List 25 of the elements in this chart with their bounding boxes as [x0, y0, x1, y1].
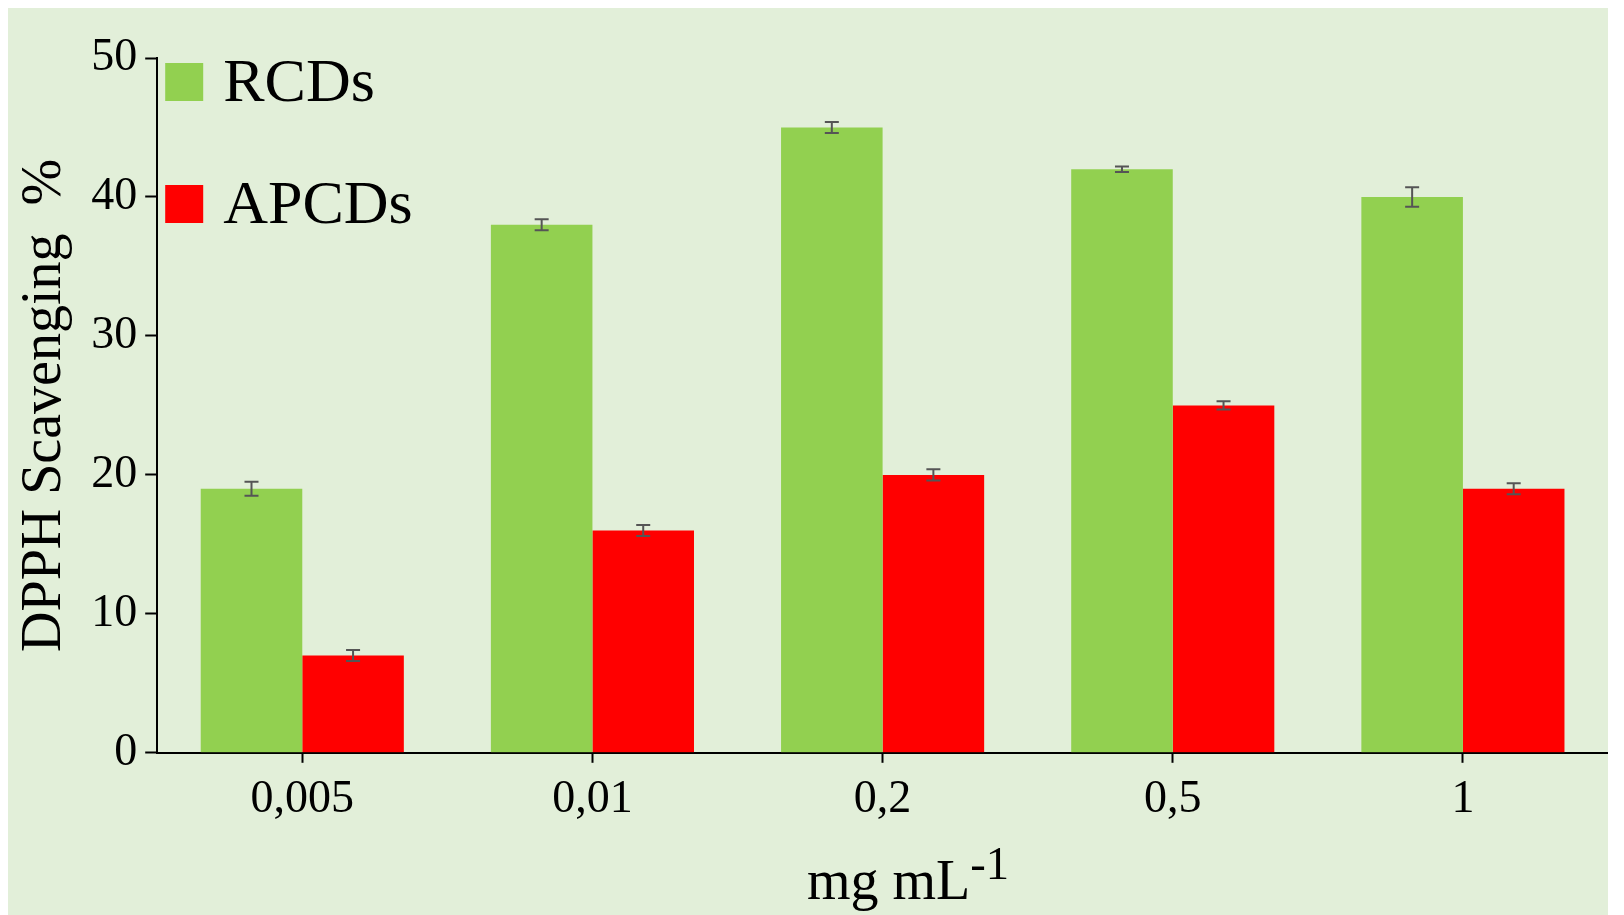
bar	[781, 127, 883, 753]
bar	[592, 530, 694, 753]
bar	[490, 224, 593, 753]
y-tick-label: 50	[91, 29, 138, 81]
y-tick-label: 30	[91, 307, 138, 358]
x-tick-label: 0,005	[250, 771, 355, 823]
legend-label: APCDs	[223, 168, 413, 237]
y-axis-title: DPPH Scavenging %	[10, 158, 73, 652]
bar	[200, 488, 303, 753]
x-axis-title: mg mL$^{-1}$	[805, 837, 1011, 912]
bar	[1172, 405, 1275, 753]
bar	[1462, 488, 1565, 753]
y-tick-label: 40	[91, 168, 138, 220]
y-tick-label: 10	[91, 584, 138, 636]
bar	[882, 474, 985, 753]
x-tick-label: 0,2	[853, 771, 912, 823]
bar	[1071, 169, 1173, 753]
bar	[1361, 196, 1463, 753]
x-tick-label: 0,01	[552, 771, 633, 823]
y-tick-label: 20	[91, 445, 138, 497]
x-tick-label: 1	[1451, 771, 1475, 823]
y-tick-label: 0	[114, 723, 138, 775]
x-tick-label: 0,5	[1144, 771, 1202, 823]
bar	[302, 655, 404, 753]
legend-label: RCDs	[223, 46, 375, 115]
